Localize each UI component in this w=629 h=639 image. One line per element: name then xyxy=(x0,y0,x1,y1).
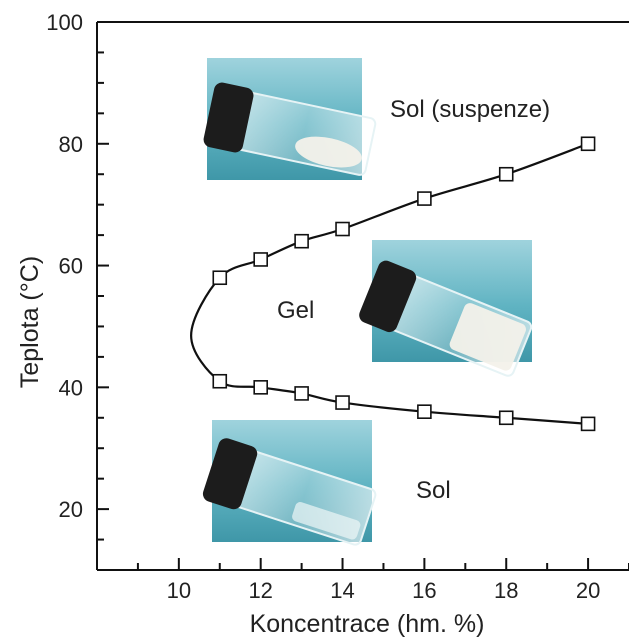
x-tick-label: 20 xyxy=(576,578,600,603)
vial-cap-icon xyxy=(359,260,417,333)
tick-labels: 10 12 14 16 18 20 20 40 60 80 100 xyxy=(46,10,600,603)
x-tick-label: 14 xyxy=(330,578,354,603)
upper-data-point xyxy=(212,270,228,286)
upper-data-point xyxy=(253,252,268,267)
annotation-gel: Gel xyxy=(277,297,314,324)
axis-ticks xyxy=(97,51,629,570)
lower-data-point xyxy=(580,416,596,432)
y-tick-label: 60 xyxy=(59,254,83,279)
data-markers xyxy=(212,136,596,432)
lower-data-point xyxy=(498,410,514,426)
annotation-sol-suspension: Sol (suspenze) xyxy=(390,96,550,123)
lower-data-point xyxy=(212,373,228,389)
photo-sol-suspension xyxy=(203,58,377,180)
x-tick-label: 10 xyxy=(167,578,191,603)
vial-cap-icon xyxy=(203,82,254,153)
lower-data-point xyxy=(294,386,309,401)
x-axis-title: Koncentrace (hm. %) xyxy=(250,610,485,638)
upper-data-point xyxy=(294,233,309,249)
lower-data-point xyxy=(253,380,268,395)
y-tick-label: 20 xyxy=(59,497,83,522)
lower-data-point xyxy=(335,395,350,410)
photo-gel xyxy=(359,240,533,377)
upper-data-point xyxy=(417,191,432,206)
annotation-sol: Sol xyxy=(416,477,451,504)
lower-data-point xyxy=(417,404,432,419)
y-axis-title: Teplota (°C) xyxy=(16,256,44,388)
x-tick-label: 12 xyxy=(248,578,272,603)
upper-data-point xyxy=(335,221,350,237)
photo-sol xyxy=(202,420,377,546)
upper-data-point xyxy=(498,166,514,182)
upper-data-point xyxy=(580,136,596,152)
x-tick-label: 16 xyxy=(412,578,436,603)
x-tick-label: 18 xyxy=(494,578,518,603)
y-tick-label: 80 xyxy=(59,132,83,157)
y-tick-label: 100 xyxy=(46,10,83,35)
y-tick-label: 40 xyxy=(59,375,83,400)
vial-cap-icon xyxy=(202,438,258,510)
